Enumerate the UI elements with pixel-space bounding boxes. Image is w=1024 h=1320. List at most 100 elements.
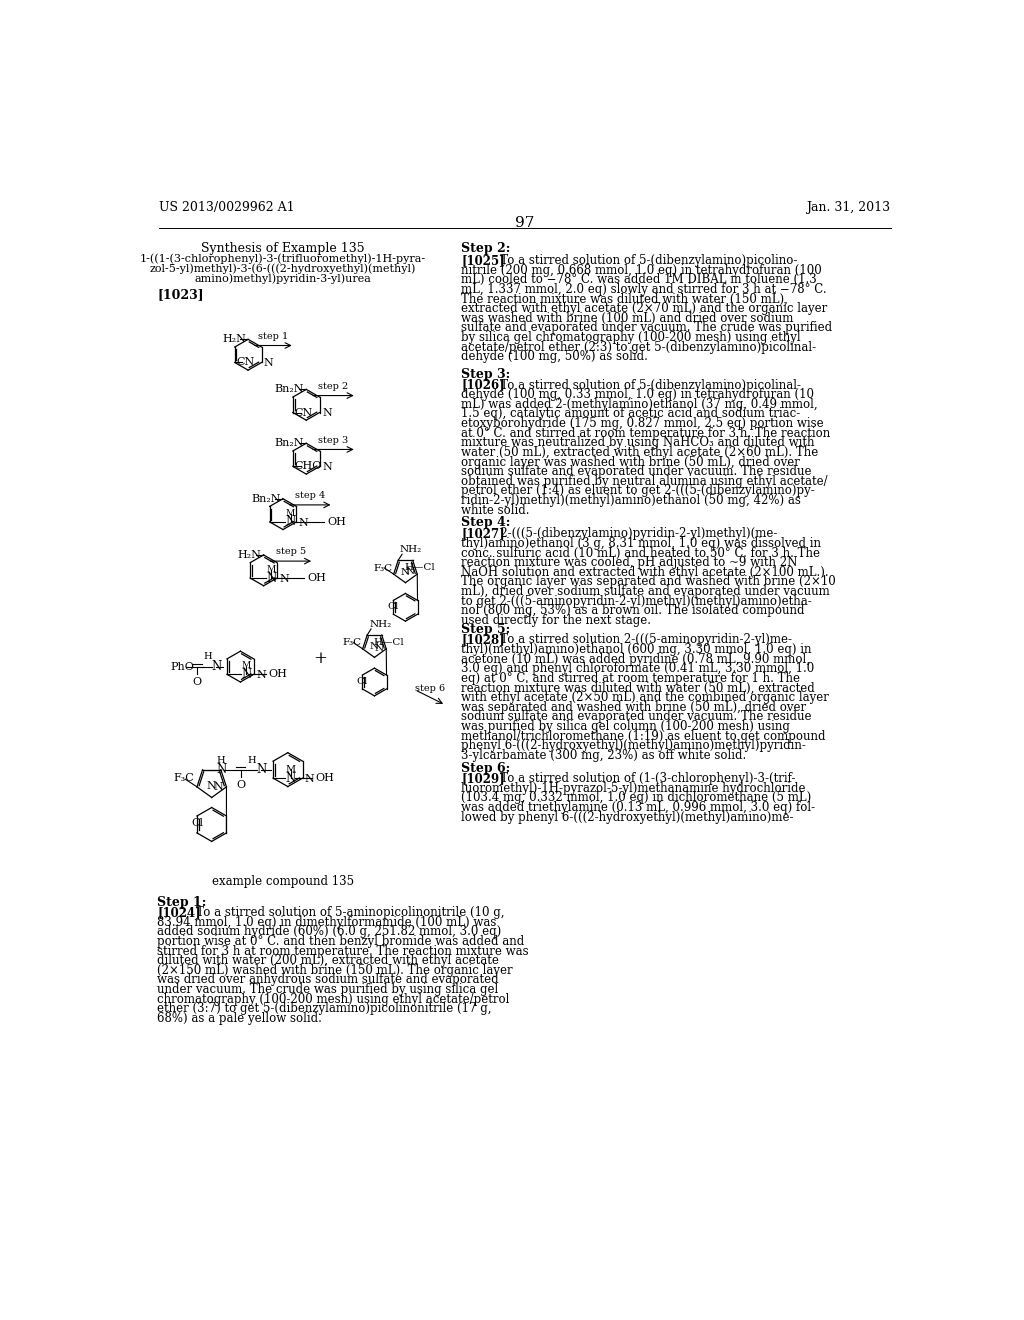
Text: OH: OH	[315, 774, 334, 783]
Text: nol (800 mg, 53%) as a brown oil. The isolated compound: nol (800 mg, 53%) as a brown oil. The is…	[461, 605, 805, 618]
Text: N: N	[212, 660, 222, 673]
Text: M: M	[286, 766, 296, 775]
Text: OH: OH	[327, 517, 346, 527]
Text: 97: 97	[515, 216, 535, 230]
Text: Bn₂N: Bn₂N	[274, 438, 304, 449]
Text: N: N	[286, 515, 296, 528]
Text: dehyde (100 mg, 50%) as solid.: dehyde (100 mg, 50%) as solid.	[461, 350, 648, 363]
Text: [1024]: [1024]	[158, 906, 201, 919]
Text: to get 2-(((5-aminopyridin-2-yl)methyl)(methyl)amino)etha-: to get 2-(((5-aminopyridin-2-yl)methyl)(…	[461, 594, 812, 607]
Text: Bn₂N: Bn₂N	[274, 384, 304, 395]
Text: 1.5 eq), catalytic amount of acetic acid and sodium triac-: 1.5 eq), catalytic amount of acetic acid…	[461, 408, 801, 421]
Text: US 2013/0029962 A1: US 2013/0029962 A1	[159, 201, 295, 214]
Text: stirred for 3 h at room temperature. The reaction mixture was: stirred for 3 h at room temperature. The…	[158, 945, 529, 957]
Text: Step 1:: Step 1:	[158, 896, 207, 909]
Text: N: N	[257, 763, 267, 776]
Text: N: N	[322, 408, 332, 418]
Text: step 4: step 4	[295, 491, 326, 500]
Text: was washed with brine (100 mL) and dried over sodium: was washed with brine (100 mL) and dried…	[461, 312, 794, 325]
Text: Cl: Cl	[356, 677, 368, 685]
Text: (2×150 mL) washed with brine (150 mL). The organic layer: (2×150 mL) washed with brine (150 mL). T…	[158, 964, 513, 977]
Text: H: H	[247, 756, 256, 766]
Text: white solid.: white solid.	[461, 504, 529, 516]
Text: M: M	[242, 661, 251, 671]
Text: petrol ether (1:4) as eluent to get 2-(((5-(dibenzylamino)py-: petrol ether (1:4) as eluent to get 2-((…	[461, 484, 815, 498]
Text: H: H	[217, 756, 225, 766]
Text: acetate/petrol ether (2:3) to get 5-(dibenzylamino)picolinal-: acetate/petrol ether (2:3) to get 5-(dib…	[461, 341, 816, 354]
Text: 3.0 eq) and phenyl chloroformate (0.41 mL, 3.30 mmol, 1.0: 3.0 eq) and phenyl chloroformate (0.41 m…	[461, 663, 814, 676]
Text: mL) cooled to −78° C. was added 1M DIBAL in toluene (1.3: mL) cooled to −78° C. was added 1M DIBAL…	[461, 273, 817, 286]
Text: Step 6:: Step 6:	[461, 762, 511, 775]
Text: by silica gel chromatography (100-200 mesh) using ethyl: by silica gel chromatography (100-200 me…	[461, 331, 801, 345]
Text: ether (3:7) to get 5-(dibenzylamino)picolinonitrile (17 g,: ether (3:7) to get 5-(dibenzylamino)pico…	[158, 1002, 492, 1015]
Text: thyl)(methyl)amino)ethanol (600 mg, 3.30 mmol, 1.0 eq) in: thyl)(methyl)amino)ethanol (600 mg, 3.30…	[461, 643, 812, 656]
Text: N: N	[322, 462, 332, 473]
Text: N: N	[242, 668, 252, 681]
Text: Step 3:: Step 3:	[461, 368, 511, 381]
Text: dehyde (100 mg, 0.33 mmol, 1.0 eq) in tetrahydrofuran (10: dehyde (100 mg, 0.33 mmol, 1.0 eq) in te…	[461, 388, 814, 401]
Text: N: N	[370, 643, 379, 651]
Text: etoxyborohydride (175 mg, 0.827 mmol, 2.5 eq) portion wise: etoxyborohydride (175 mg, 0.827 mmol, 2.…	[461, 417, 824, 430]
Text: [1025]: [1025]	[461, 253, 505, 267]
Text: step 5: step 5	[275, 548, 306, 557]
Text: H: H	[204, 652, 212, 661]
Text: [1028]: [1028]	[461, 634, 505, 647]
Text: To a stirred solution of 5-(dibenzylamino)picolinal-: To a stirred solution of 5-(dibenzylamin…	[489, 379, 801, 392]
Text: N: N	[266, 572, 276, 585]
Text: N: N	[264, 358, 273, 368]
Text: amino)methyl)pyridin-3-yl)urea: amino)methyl)pyridin-3-yl)urea	[195, 275, 372, 285]
Text: organic layer was washed with brine (50 mL), dried over: organic layer was washed with brine (50 …	[461, 455, 800, 469]
Text: mixture was neutralized by using NaHCO₃ and diluted with: mixture was neutralized by using NaHCO₃ …	[461, 437, 815, 449]
Text: under vacuum. The crude was purified by using silica gel: under vacuum. The crude was purified by …	[158, 983, 499, 997]
Text: To a stirred solution 2-(((5-aminopyridin-2-yl)me-: To a stirred solution 2-(((5-aminopyridi…	[489, 634, 793, 647]
Text: M: M	[286, 510, 295, 517]
Text: acetone (10 mL) was added pyridine (0.78 mL, 9.90 mmol,: acetone (10 mL) was added pyridine (0.78…	[461, 653, 810, 665]
Text: was purified by silica gel column (100-200 mesh) using: was purified by silica gel column (100-2…	[461, 721, 791, 733]
Text: NH₂: NH₂	[399, 545, 422, 554]
Text: thyl)amino)ethanol (3 g, 8.31 mmol, 1.0 eq) was dissolved in: thyl)amino)ethanol (3 g, 8.31 mmol, 1.0 …	[461, 537, 821, 550]
Text: step 1: step 1	[258, 331, 289, 341]
Text: lowed by phenyl 6-(((2-hydroxyethyl)(methyl)amino)me-: lowed by phenyl 6-(((2-hydroxyethyl)(met…	[461, 810, 794, 824]
Text: N: N	[305, 774, 314, 784]
Text: water (50 mL), extracted with ethyl acetate (2×60 mL). The: water (50 mL), extracted with ethyl acet…	[461, 446, 818, 459]
Text: OH: OH	[307, 573, 327, 583]
Text: Step 5:: Step 5:	[461, 623, 511, 636]
Text: (103.4 mg, 0.332 mmol, 1.0 eq) in dichloromethane (5 mL): (103.4 mg, 0.332 mmol, 1.0 eq) in dichlo…	[461, 792, 811, 804]
Text: 2-(((5-(dibenzylamino)pyridin-2-yl)methyl)(me-: 2-(((5-(dibenzylamino)pyridin-2-yl)methy…	[489, 527, 777, 540]
Text: chromatography (100-200 mesh) using ethyl acetate/petrol: chromatography (100-200 mesh) using ethy…	[158, 993, 510, 1006]
Text: [1027]: [1027]	[461, 527, 505, 540]
Text: N: N	[400, 568, 410, 577]
Text: step 2: step 2	[318, 381, 348, 391]
Text: [1029]: [1029]	[461, 772, 505, 785]
Text: step 3: step 3	[318, 436, 348, 445]
Text: portion wise at 0° C. and then benzyl bromide was added and: portion wise at 0° C. and then benzyl br…	[158, 935, 524, 948]
Text: step 6: step 6	[415, 684, 445, 693]
Text: Cl: Cl	[190, 818, 203, 828]
Text: was dried over anhydrous sodium sulfate and evaporated: was dried over anhydrous sodium sulfate …	[158, 973, 499, 986]
Text: mL) was added 2-(methylamino)ethanol (37 mg, 0.49 mmol,: mL) was added 2-(methylamino)ethanol (37…	[461, 397, 818, 411]
Text: N: N	[406, 568, 415, 577]
Text: diluted with water (200 mL), extracted with ethyl acetate: diluted with water (200 mL), extracted w…	[158, 954, 500, 968]
Text: H—Cl: H—Cl	[374, 638, 404, 647]
Text: To a stirred solution of 5-(dibenzylamino)picolino-: To a stirred solution of 5-(dibenzylamin…	[489, 253, 798, 267]
Text: F₃C: F₃C	[342, 639, 361, 647]
Text: Step 2:: Step 2:	[461, 242, 511, 255]
Text: CHO: CHO	[294, 462, 322, 471]
Text: NaOH solution and extracted with ethyl acetate (2×100 mL.).: NaOH solution and extracted with ethyl a…	[461, 566, 828, 578]
Text: Bn₂N: Bn₂N	[251, 494, 281, 504]
Text: PhO: PhO	[171, 661, 195, 672]
Text: ridin-2-yl)methyl)(methyl)amino)ethanol (50 mg, 42%) as: ridin-2-yl)methyl)(methyl)amino)ethanol …	[461, 494, 801, 507]
Text: with ethyl acetate (2×50 mL) and the combined organic layer: with ethyl acetate (2×50 mL) and the com…	[461, 692, 829, 705]
Text: N: N	[216, 763, 226, 776]
Text: CN: CN	[237, 358, 255, 367]
Text: mL, 1.337 mmol, 2.0 eq) slowly and stirred for 3 h at −78° C.: mL, 1.337 mmol, 2.0 eq) slowly and stirr…	[461, 282, 826, 296]
Text: nitrile (200 mg, 0.668 mmol, 1.0 eq) in tetrahydrofuran (100: nitrile (200 mg, 0.668 mmol, 1.0 eq) in …	[461, 264, 822, 276]
Text: The organic layer was separated and washed with brine (2×10: The organic layer was separated and wash…	[461, 576, 836, 589]
Text: To a stirred solution of 5-aminopicolinonitrile (10 g,: To a stirred solution of 5-aminopicolino…	[185, 906, 505, 919]
Text: used directly for the next stage.: used directly for the next stage.	[461, 614, 651, 627]
Text: N: N	[214, 781, 223, 792]
Text: at 0° C. and stirred at room temperature for 3 h. The reaction: at 0° C. and stirred at room temperature…	[461, 426, 830, 440]
Text: extracted with ethyl acetate (2×70 mL) and the organic layer: extracted with ethyl acetate (2×70 mL) a…	[461, 302, 827, 315]
Text: CN: CN	[294, 408, 312, 417]
Text: conc. sulfuric acid (10 mL) and heated to 50° C. for 3 h. The: conc. sulfuric acid (10 mL) and heated t…	[461, 546, 820, 560]
